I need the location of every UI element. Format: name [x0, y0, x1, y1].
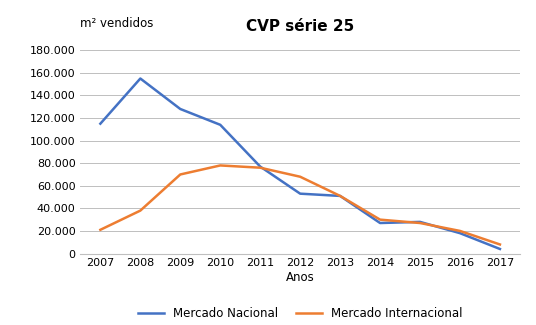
Mercado Internacional: [217, 163, 224, 167]
Mercado Nacional: [137, 77, 144, 81]
Mercado Nacional: [377, 221, 383, 225]
Mercado Nacional: [257, 165, 263, 169]
Mercado Internacional: [137, 209, 144, 213]
Title: CVP série 25: CVP série 25: [246, 19, 354, 34]
Mercado Nacional: [177, 107, 183, 111]
Mercado Internacional: [297, 175, 303, 179]
Mercado Nacional: [337, 194, 344, 198]
Mercado Internacional: [177, 173, 183, 176]
Mercado Internacional: [257, 166, 263, 170]
Mercado Nacional: [217, 123, 224, 127]
X-axis label: Anos: Anos: [286, 271, 315, 284]
Mercado Nacional: [97, 122, 103, 126]
Mercado Internacional: [337, 194, 344, 198]
Mercado Nacional: [497, 247, 503, 251]
Mercado Nacional: [297, 192, 303, 196]
Legend: Mercado Nacional, Mercado Internacional: Mercado Nacional, Mercado Internacional: [133, 302, 467, 325]
Mercado Nacional: [417, 220, 423, 224]
Line: Mercado Nacional: Mercado Nacional: [100, 79, 500, 249]
Mercado Internacional: [417, 221, 423, 225]
Line: Mercado Internacional: Mercado Internacional: [100, 165, 500, 244]
Mercado Internacional: [97, 228, 103, 232]
Mercado Internacional: [377, 218, 383, 222]
Mercado Nacional: [457, 231, 463, 235]
Mercado Internacional: [457, 229, 463, 233]
Mercado Internacional: [497, 242, 503, 246]
Text: m² vendidos: m² vendidos: [80, 18, 154, 31]
